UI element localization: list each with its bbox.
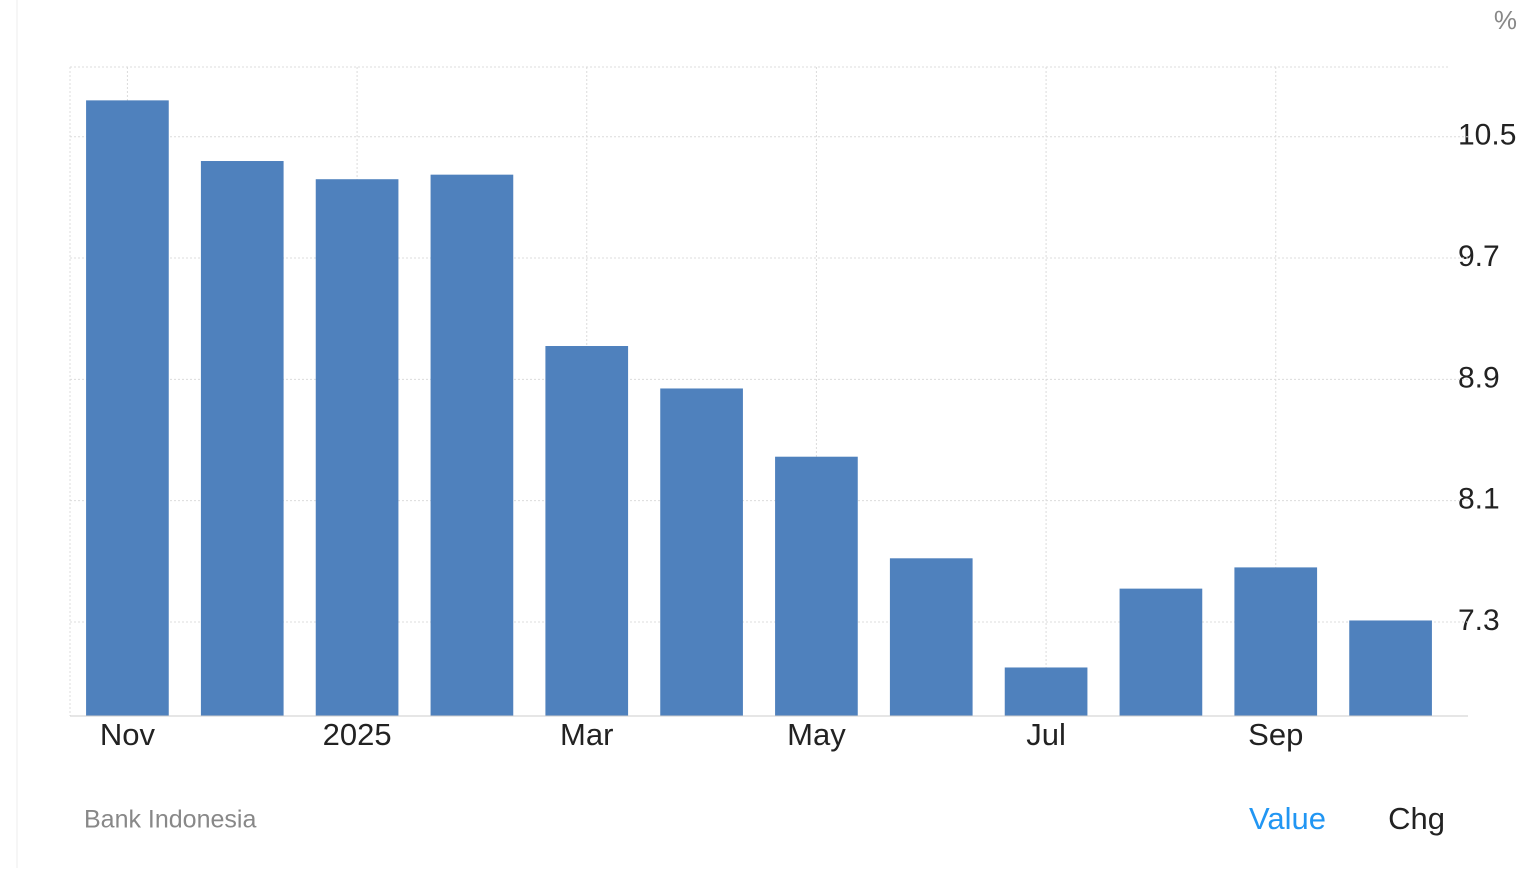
bar: [545, 346, 629, 716]
x-tick-label: Jul: [1026, 717, 1066, 752]
y-tick-label: 8.9: [1458, 361, 1500, 394]
bar: [1234, 567, 1318, 716]
bar: [1119, 588, 1203, 716]
source: Bank Indonesia: [84, 806, 256, 834]
unit-label: %: [1494, 5, 1517, 35]
value-button[interactable]: Value: [1249, 801, 1326, 836]
x-tick-label: 2025: [323, 717, 392, 752]
bar: [315, 179, 399, 717]
x-tick-label: Nov: [100, 717, 156, 752]
bar: [889, 558, 973, 716]
chg-button[interactable]: Chg: [1388, 801, 1445, 836]
bar: [775, 456, 858, 716]
bar: [1004, 667, 1088, 716]
y-tick-label: 7.3: [1458, 604, 1500, 637]
bar: [660, 388, 743, 716]
x-tick-label: Sep: [1248, 717, 1303, 752]
y-tick-label: 10.5: [1458, 119, 1516, 152]
y-tick-label: 8.1: [1458, 483, 1500, 516]
bar: [200, 161, 284, 716]
bar: [86, 100, 169, 717]
y-tick-label: 9.7: [1458, 240, 1500, 273]
x-tick-label: Mar: [560, 717, 613, 752]
x-tick-label: May: [787, 717, 846, 752]
bar: [1349, 620, 1432, 716]
bar: [430, 174, 514, 717]
